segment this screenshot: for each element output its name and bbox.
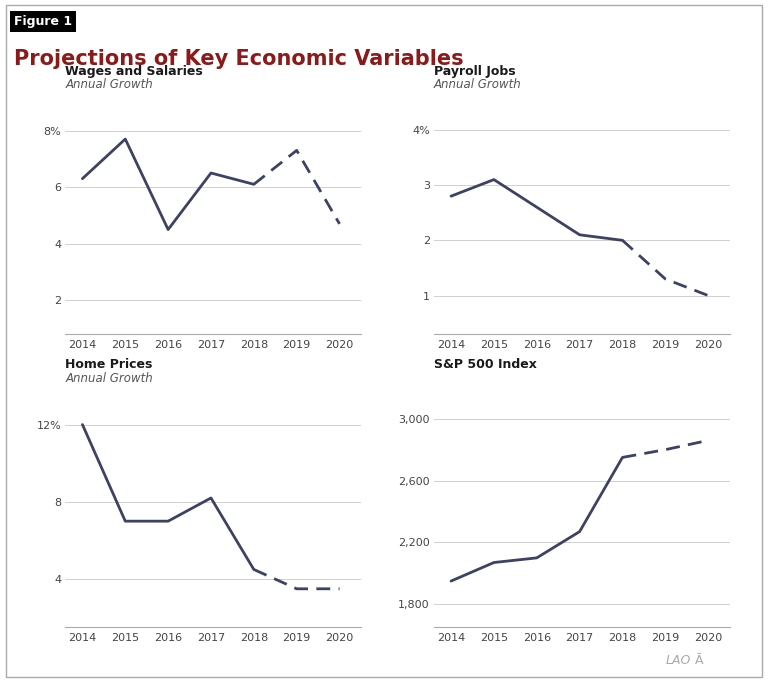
Text: Projections of Key Economic Variables: Projections of Key Economic Variables <box>14 49 463 69</box>
Text: Annual Growth: Annual Growth <box>434 78 521 91</box>
Text: LAO: LAO <box>666 654 691 667</box>
Text: Home Prices: Home Prices <box>65 358 153 371</box>
Text: Wages and Salaries: Wages and Salaries <box>65 65 203 78</box>
Text: S&P 500 Index: S&P 500 Index <box>434 358 537 371</box>
Text: Figure 1: Figure 1 <box>14 15 72 28</box>
Text: Ā: Ā <box>695 654 703 667</box>
Text: Annual Growth: Annual Growth <box>65 78 153 91</box>
Text: Payroll Jobs: Payroll Jobs <box>434 65 515 78</box>
Text: Annual Growth: Annual Growth <box>65 372 153 385</box>
